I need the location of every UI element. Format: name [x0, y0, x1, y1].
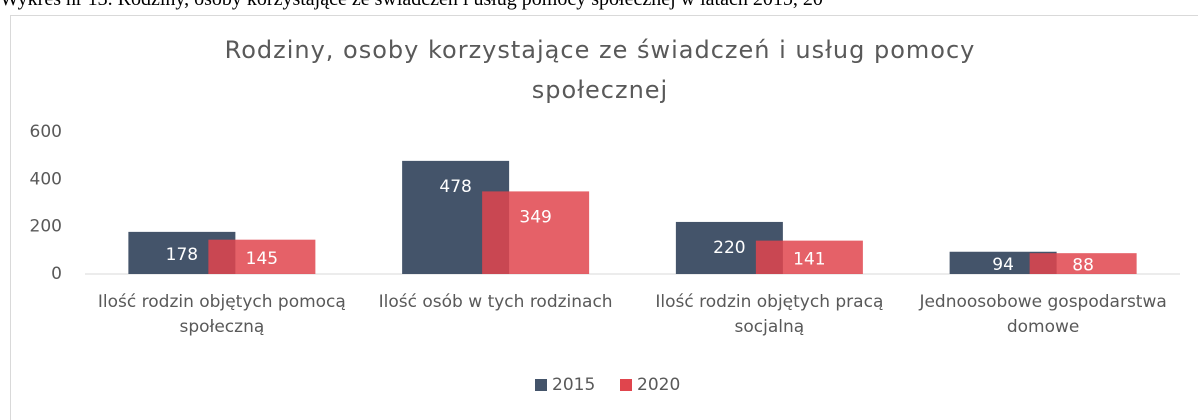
- chart-title: Rodziny, osoby korzystające ze świadczeń…: [224, 36, 976, 104]
- legend-label: 2015: [552, 375, 595, 395]
- legend-swatch: [620, 379, 632, 391]
- bar: [1029, 253, 1137, 274]
- legend-label: 2020: [637, 375, 680, 395]
- x-tick-label: Jednoosobowe gospodarstwa domowe: [919, 292, 1167, 337]
- chart-frame: [10, 15, 1198, 420]
- data-label: 141: [793, 249, 825, 269]
- bar: [482, 191, 590, 274]
- data-label: 178: [166, 245, 198, 265]
- data-label: 349: [519, 207, 551, 227]
- x-tick-label: Ilość rodzin objętych pracą socjalną: [655, 292, 884, 337]
- data-label: 220: [713, 238, 745, 258]
- y-tick-label: 600: [30, 122, 62, 142]
- x-tick-label: Ilość rodzin objętych pomocą społeczną: [97, 292, 346, 337]
- data-label: 145: [246, 249, 278, 269]
- data-label: 478: [439, 177, 471, 197]
- data-label: 88: [1072, 256, 1094, 276]
- bar: [208, 239, 316, 274]
- data-label: 94: [992, 255, 1014, 275]
- y-tick-label: 200: [30, 217, 62, 237]
- x-tick-label: Ilość osób w tych rodzinach: [378, 292, 613, 312]
- y-tick-label: 0: [51, 264, 62, 284]
- bar: [755, 240, 863, 274]
- legend-swatch: [535, 379, 547, 391]
- y-tick-label: 400: [30, 169, 62, 189]
- caption: Wykres nr 13. Rodziny, osoby korzystając…: [0, 0, 823, 11]
